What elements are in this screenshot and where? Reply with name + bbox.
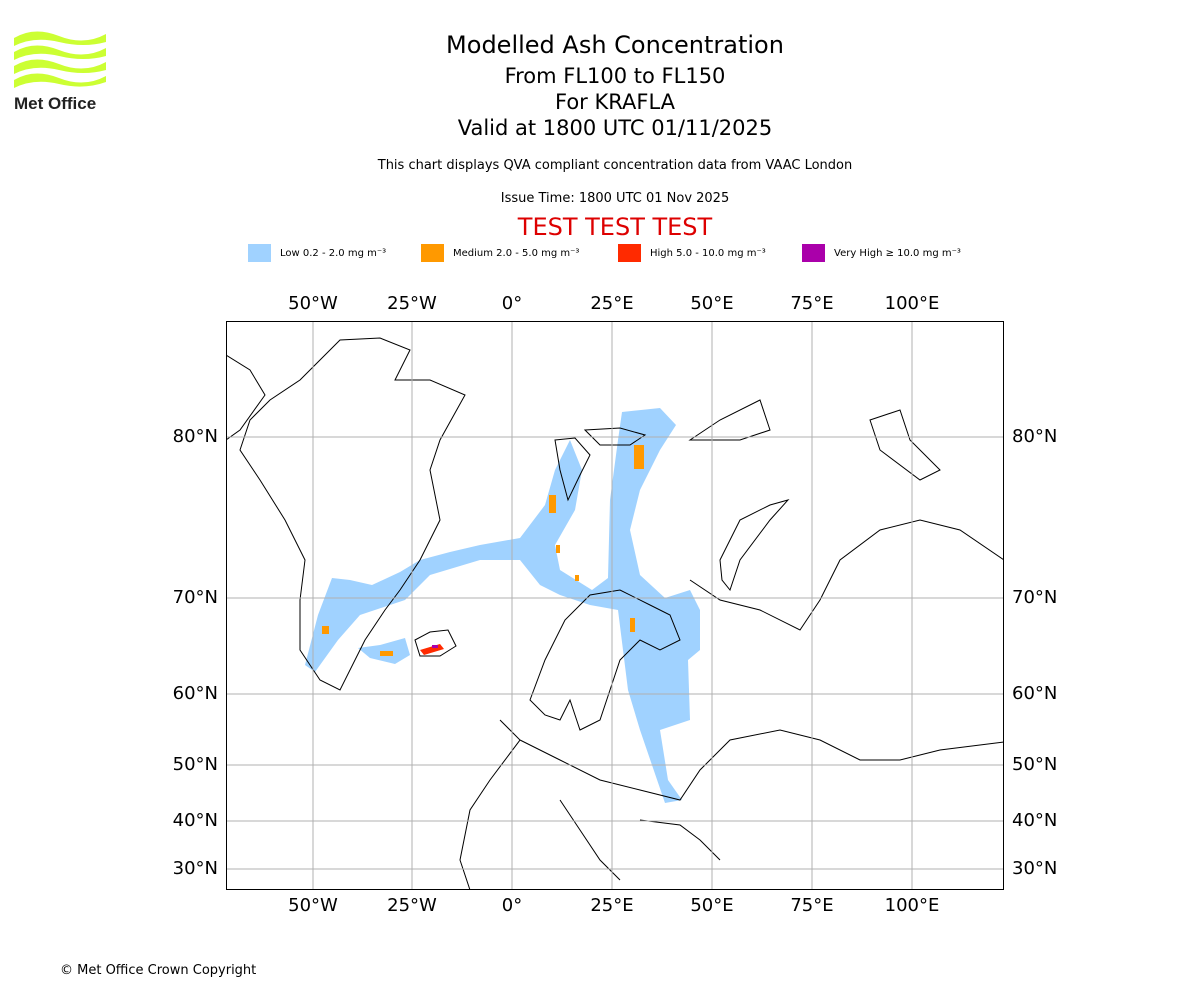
bottom-lon-tick: 100°E xyxy=(884,895,940,916)
bottom-lon-tick: 0° xyxy=(501,895,523,916)
valid-time: Valid at 1800 UTC 01/11/2025 xyxy=(457,116,773,140)
right-lat-tick: 70°N xyxy=(1012,587,1058,608)
left-lat-tick: 80°N xyxy=(172,426,218,447)
bottom-lon-tick: 50°W xyxy=(288,895,338,916)
bottom-lon-tick: 25°E xyxy=(590,895,634,916)
flight-levels: From FL100 to FL150 xyxy=(504,64,726,88)
top-lon-tick: 75°E xyxy=(790,293,834,314)
left-lat-tick: 50°N xyxy=(172,754,218,775)
issue-time: Issue Time: 1800 UTC 01 Nov 2025 xyxy=(500,191,730,206)
ash-very-high xyxy=(432,645,438,648)
volcano-name: For KRAFLA xyxy=(555,90,675,114)
legend-medium: Medium 2.0 - 5.0 mg m⁻³ xyxy=(421,244,579,262)
legend-low: Low 0.2 - 2.0 mg m⁻³ xyxy=(248,244,386,262)
left-lat-tick: 40°N xyxy=(172,810,218,831)
top-lon-tick: 25°W xyxy=(387,293,437,314)
top-lon-tick: 50°W xyxy=(288,293,338,314)
chart-title: Modelled Ash Concentration xyxy=(446,31,784,59)
legend-high: High 5.0 - 10.0 mg m⁻³ xyxy=(618,244,766,262)
bottom-lon-tick: 50°E xyxy=(690,895,734,916)
svg-text:Met Office: Met Office xyxy=(14,94,96,112)
right-lat-tick: 30°N xyxy=(1012,858,1058,879)
bottom-lon-tick: 75°E xyxy=(790,895,834,916)
right-lat-tick: 60°N xyxy=(1012,683,1058,704)
right-lat-tick: 80°N xyxy=(1012,426,1058,447)
left-lat-tick: 30°N xyxy=(172,858,218,879)
graticule xyxy=(226,321,1004,890)
top-lon-tick: 25°E xyxy=(590,293,634,314)
test-banner: TEST TEST TEST xyxy=(517,213,713,241)
coastlines xyxy=(226,337,1004,890)
map-frame xyxy=(226,321,1004,890)
top-lon-tick: 0° xyxy=(501,293,523,314)
legend-very-high: Very High ≥ 10.0 mg m⁻³ xyxy=(802,244,961,262)
right-lat-tick: 40°N xyxy=(1012,810,1058,831)
description: This chart displays QVA compliant concen… xyxy=(377,158,853,173)
copyright: © Met Office Crown Copyright xyxy=(60,963,257,978)
bottom-lon-tick: 25°W xyxy=(387,895,437,916)
left-lat-tick: 70°N xyxy=(172,587,218,608)
met-office-logo: Met Office xyxy=(14,30,109,116)
ash-medium xyxy=(322,445,644,656)
left-lat-tick: 60°N xyxy=(172,683,218,704)
right-lat-tick: 50°N xyxy=(1012,754,1058,775)
top-lon-tick: 100°E xyxy=(884,293,940,314)
top-lon-tick: 50°E xyxy=(690,293,734,314)
